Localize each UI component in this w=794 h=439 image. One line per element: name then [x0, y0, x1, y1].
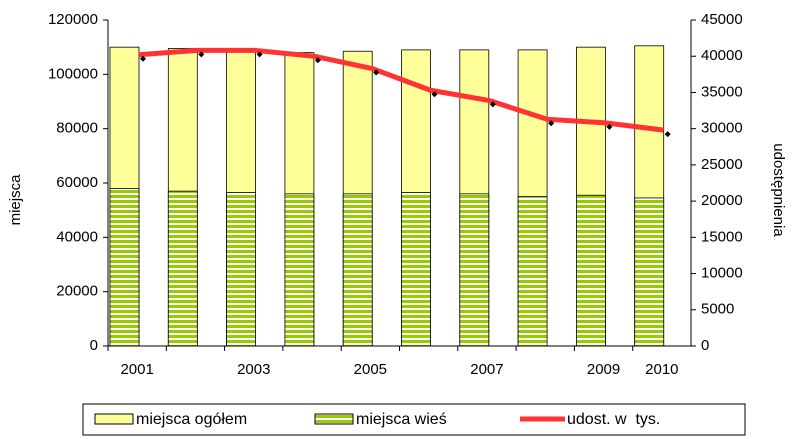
line-marker	[373, 69, 380, 76]
line-marker	[431, 91, 438, 98]
x-tick-label: 2003	[237, 361, 270, 378]
x-tick-label: 2009	[587, 361, 620, 378]
line-marker	[606, 123, 613, 130]
bar	[401, 192, 431, 347]
y-tick-label: 120000	[48, 11, 98, 28]
y2-tick-label: 5000	[701, 301, 734, 318]
line	[138, 47, 665, 133]
y2-tick-label: 25000	[701, 156, 743, 173]
bar	[634, 197, 665, 347]
bar	[284, 193, 315, 347]
y-axis-label: miejsca	[7, 174, 24, 226]
legend-label: miejsca wieś	[356, 411, 447, 428]
legend	[82, 403, 746, 436]
y2-tick-label: 10000	[701, 265, 743, 282]
y-tick-label: 20000	[56, 283, 98, 300]
y-tick-label: 80000	[56, 120, 98, 137]
bar	[459, 193, 490, 347]
x-tick-label: 2001	[120, 361, 153, 378]
legend-swatch	[314, 413, 354, 425]
line-marker	[256, 51, 263, 58]
bar	[576, 194, 606, 347]
bar	[226, 192, 257, 347]
y2-tick-label: 40000	[701, 47, 743, 64]
y-tick-label: 100000	[48, 65, 98, 82]
legend-label: miejsca ogółem	[136, 411, 247, 428]
y2-tick-label: 30000	[701, 120, 743, 137]
line-marker	[664, 131, 671, 138]
bar	[109, 188, 140, 347]
line-marker	[548, 120, 555, 127]
y-tick-label: 60000	[56, 174, 98, 191]
y-tick-label: 40000	[56, 228, 98, 245]
line-marker	[314, 57, 321, 64]
bar	[517, 196, 548, 347]
legend-swatch	[94, 413, 134, 425]
legend-label: udost. w tys.	[567, 411, 660, 428]
y2-axis-label: udostępnienia	[770, 143, 787, 237]
y-tick-label: 0	[90, 337, 98, 354]
line-marker	[198, 51, 205, 58]
x-tick-label: 2005	[354, 361, 387, 378]
y2-tick-label: 15000	[701, 228, 743, 245]
line-marker	[140, 55, 146, 62]
y2-tick-label: 35000	[701, 83, 743, 100]
x-tick-label: 2010	[645, 361, 678, 378]
y2-tick-label: 20000	[701, 192, 743, 209]
x-tick-label: 2007	[470, 361, 503, 378]
line-marker	[489, 101, 496, 108]
bar	[167, 190, 198, 347]
y2-tick-label: 45000	[701, 11, 743, 28]
bar	[342, 193, 373, 347]
y2-tick-label: 0	[701, 337, 709, 354]
